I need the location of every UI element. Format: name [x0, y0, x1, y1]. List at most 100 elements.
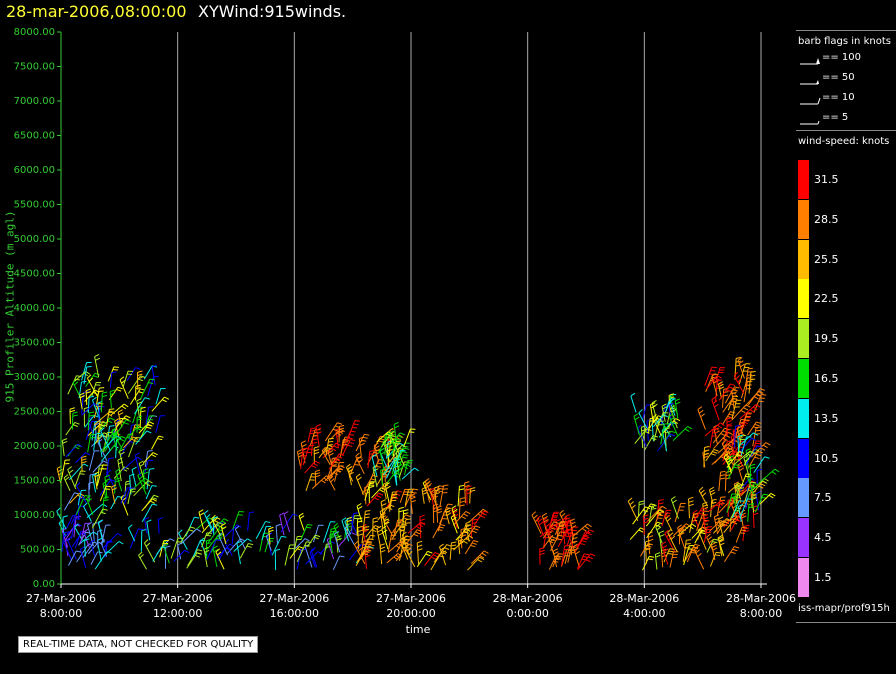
- wind-barb-flag: [633, 413, 639, 417]
- wind-barb-flag: [630, 392, 636, 397]
- wind-barb-flag: [373, 468, 379, 472]
- wind-barb-flag: [217, 521, 223, 525]
- wind-barb-flag: [424, 478, 430, 483]
- wind-barb-flag: [479, 555, 485, 559]
- wind-barb-flag: [422, 491, 428, 495]
- wind-barb-flag: [573, 547, 579, 551]
- wind-barb-flag: [465, 510, 471, 515]
- wind-barb-flag: [655, 552, 661, 555]
- wind-barb: [151, 396, 165, 412]
- wind-barb-flag: [585, 531, 591, 534]
- wind-barb-flag: [411, 491, 417, 494]
- wind-barb: [67, 375, 77, 395]
- wind-barb-flag: [165, 545, 171, 548]
- wind-barb-flag: [477, 559, 483, 563]
- wind-barb-flag: [649, 419, 655, 422]
- wind-barb: [157, 519, 160, 534]
- wind-barb-flag: [354, 540, 359, 546]
- wind-barb-flag: [710, 453, 716, 456]
- wind-barb-flag: [334, 530, 339, 535]
- x-tick-label-time: 8:00:00: [740, 607, 782, 620]
- wind-barb-flag: [718, 536, 724, 540]
- wind-barb-flag: [669, 532, 674, 537]
- wind-barb-flag: [425, 484, 431, 488]
- wind-barb-flag: [118, 461, 124, 465]
- wind-barb: [206, 539, 217, 560]
- wind-barb-flag: [722, 437, 728, 441]
- barb-5-icon: [800, 120, 820, 125]
- wind-barb-flag: [704, 445, 710, 448]
- wind-barb: [222, 524, 238, 540]
- wind-barb-flag: [629, 501, 635, 506]
- wind-barb: [458, 498, 461, 519]
- wind-barb-flag: [450, 547, 456, 550]
- wind-barb-flag: [315, 474, 321, 478]
- wind-barb-flag: [726, 456, 731, 461]
- wind-barb-flag: [95, 357, 101, 361]
- wind-barb-flag: [67, 536, 72, 541]
- wind-barb-flag: [368, 538, 374, 541]
- wind-barb: [384, 433, 387, 455]
- wind-barb-flag: [344, 518, 349, 523]
- wind-barb: [186, 552, 198, 569]
- wind-barb-flag: [738, 455, 743, 460]
- wind-barb-flag: [672, 499, 677, 504]
- wind-barb-flag: [536, 515, 542, 520]
- wind-barb-flag: [81, 455, 87, 459]
- wind-barb-flag: [714, 517, 720, 521]
- wind-barb-flag: [483, 550, 489, 554]
- wind-barb-flag: [669, 394, 674, 399]
- wind-barb-flag: [204, 509, 209, 514]
- wind-barb-flag: [323, 477, 329, 482]
- wind-barb-flag: [249, 511, 255, 514]
- wind-barb-flag: [558, 553, 564, 555]
- wind-barb: [401, 467, 415, 480]
- wind-barb-flag: [68, 469, 74, 474]
- wind-barb-flag: [556, 538, 562, 541]
- speed-swatch-label: 28.5: [814, 212, 839, 226]
- wind-barb-flag: [246, 545, 252, 548]
- wind-barb-flag: [553, 548, 559, 552]
- wind-barb-flag: [339, 555, 345, 558]
- wind-barb-flag: [718, 502, 723, 506]
- wind-barb-flag: [383, 516, 388, 521]
- wind-barb-flag: [658, 499, 664, 501]
- wind-barb-flag: [542, 512, 547, 517]
- wind-barb-flag: [723, 394, 729, 397]
- wind-barb-flag: [379, 447, 385, 452]
- wind-barb-flag: [119, 376, 125, 381]
- wind-barb-flag: [151, 485, 157, 487]
- wind-barb-flag: [346, 519, 353, 522]
- wind-barb-flag: [720, 520, 726, 524]
- wind-barb-flag: [441, 550, 447, 554]
- wind-barb-flag: [743, 530, 749, 533]
- wind-barb-flag: [744, 458, 750, 462]
- speed-swatch: [798, 359, 809, 398]
- data-source: iss-mapr/prof915h: [798, 603, 890, 614]
- wind-barb-flag: [102, 395, 108, 398]
- wind-barb-flag: [688, 500, 694, 503]
- wind-barb-flag: [199, 512, 205, 516]
- wind-barb-flag: [726, 423, 732, 426]
- wind-barb-flag: [471, 530, 477, 534]
- wind-barb-flag: [402, 451, 408, 454]
- wind-barb: [101, 525, 107, 544]
- wind-barb-flag: [89, 473, 96, 476]
- wind-barb-flag: [462, 540, 468, 544]
- wind-barb-flag: [717, 424, 722, 429]
- wind-barb-flag: [57, 468, 63, 473]
- wind-barb-flag: [559, 509, 564, 514]
- wind-barb-flag: [196, 552, 202, 555]
- wind-barb-flag: [137, 370, 143, 373]
- wind-barb-flag: [73, 381, 79, 386]
- wind-barb: [305, 551, 319, 565]
- speed-swatch-label: 1.5: [814, 571, 832, 584]
- wind-barb-flag: [223, 518, 229, 522]
- wind-barb-flag: [265, 532, 271, 537]
- wind-barb-flag: [117, 457, 123, 461]
- wind-barb-flag: [688, 496, 694, 500]
- wind-barb-flag: [733, 466, 739, 469]
- wind-barb-flag: [659, 530, 665, 534]
- wind-barb-flag: [570, 521, 576, 525]
- wind-barb: [740, 498, 748, 517]
